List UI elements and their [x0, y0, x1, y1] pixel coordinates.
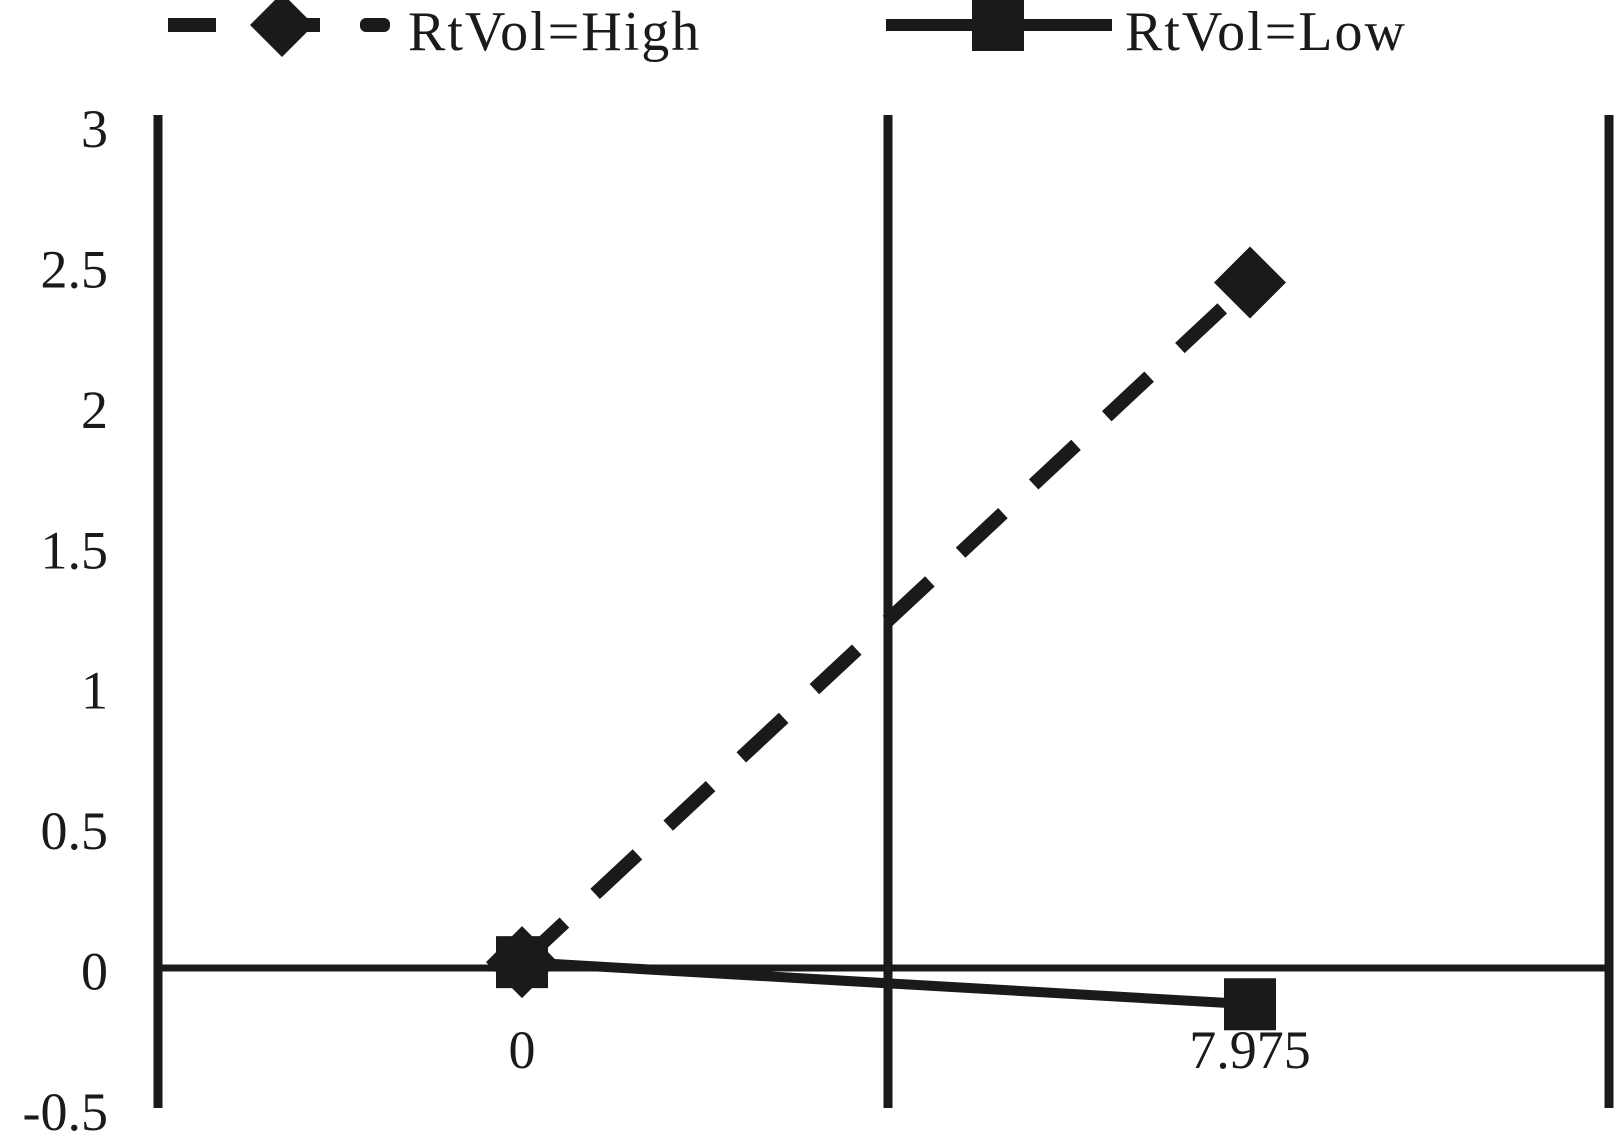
- x-tick-label: 0: [509, 1020, 536, 1080]
- y-tick-label: 3: [81, 99, 108, 159]
- legend-sample-low: [886, 0, 1112, 51]
- diamond-marker-icon: [250, 0, 314, 57]
- y-tick-label: 0.5: [41, 801, 109, 861]
- x-axis-tick-labels: 0 7.975: [509, 1020, 1311, 1080]
- legend-sample-high: [168, 0, 390, 57]
- legend-label-high: RtVol=High: [408, 1, 701, 63]
- legend-dash-segment: [168, 18, 216, 32]
- y-tick-label: 2.5: [41, 239, 109, 299]
- legend: RtVol=High RtVol=Low: [168, 0, 1407, 63]
- series-layer: [486, 246, 1286, 1031]
- series-line-low: [521, 957, 1251, 1010]
- legend-label-low: RtVol=Low: [1125, 1, 1407, 63]
- series-line-high: [517, 277, 1255, 968]
- y-tick-label: -0.5: [23, 1082, 108, 1133]
- y-tick-label: 2: [81, 380, 108, 440]
- y-tick-label: 0: [81, 942, 108, 1002]
- legend-item-high: RtVol=High: [168, 0, 701, 63]
- axes: [153, 115, 1614, 1108]
- data-point-low: [1224, 978, 1276, 1031]
- y-tick-label: 1.5: [41, 520, 109, 580]
- y-tick-label: 1: [81, 661, 108, 721]
- legend-item-low: RtVol=Low: [886, 0, 1407, 63]
- legend-dash-segment: [360, 18, 390, 32]
- data-point-low: [496, 936, 548, 989]
- data-point-high: [1214, 246, 1286, 319]
- square-marker-icon: [972, 0, 1024, 51]
- y-axis-tick-labels: 3 2.5 2 1.5 1 0.5 0 -0.5: [23, 99, 109, 1138]
